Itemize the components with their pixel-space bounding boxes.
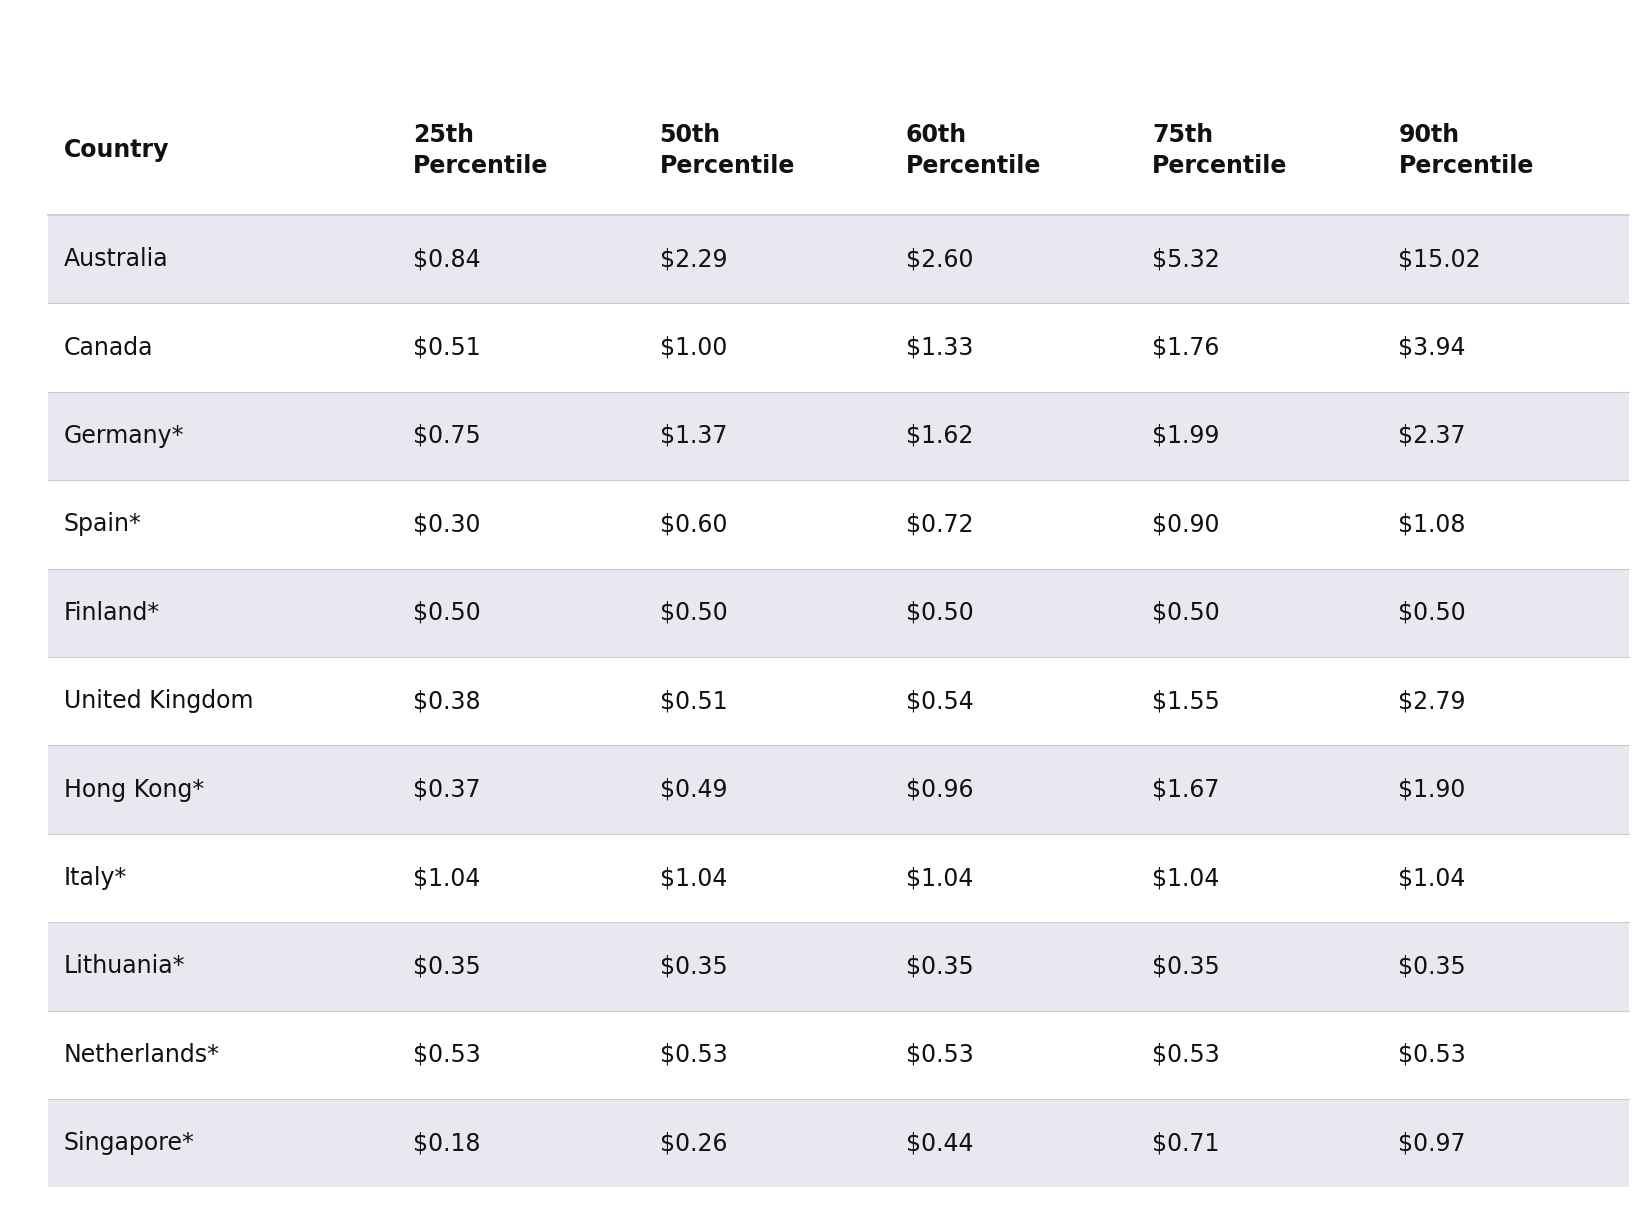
Text: $2.60: $2.60 — [905, 247, 972, 271]
Text: $1.00: $1.00 — [659, 335, 726, 360]
Text: $3.94: $3.94 — [1398, 335, 1465, 360]
Text: Country: Country — [64, 139, 169, 162]
Text: $1.08: $1.08 — [1398, 512, 1465, 537]
Text: $1.76: $1.76 — [1152, 335, 1219, 360]
Text: $0.35: $0.35 — [1398, 954, 1465, 979]
Text: $0.97: $0.97 — [1398, 1131, 1465, 1156]
Text: $1.67: $1.67 — [1152, 777, 1219, 802]
Text: $0.44: $0.44 — [905, 1131, 972, 1156]
Text: $1.04: $1.04 — [659, 866, 726, 890]
Text: $0.53: $0.53 — [905, 1043, 974, 1067]
Text: $2.79: $2.79 — [1398, 689, 1465, 713]
Text: Singapore*: Singapore* — [64, 1131, 195, 1156]
Text: Finland*: Finland* — [64, 600, 159, 625]
Text: $0.90: $0.90 — [1152, 512, 1219, 537]
Text: $1.33: $1.33 — [905, 335, 972, 360]
Text: Italy*: Italy* — [64, 866, 126, 890]
Text: $1.04: $1.04 — [1152, 866, 1219, 890]
Text: $0.53: $0.53 — [1152, 1043, 1219, 1067]
Text: $0.84: $0.84 — [413, 247, 480, 271]
Text: $0.50: $0.50 — [905, 600, 974, 625]
Text: $1.37: $1.37 — [659, 424, 726, 448]
Text: $0.72: $0.72 — [905, 512, 972, 537]
Text: $2.29: $2.29 — [659, 247, 726, 271]
Text: $0.75: $0.75 — [413, 424, 480, 448]
Text: $0.54: $0.54 — [905, 689, 974, 713]
Text: $1.04: $1.04 — [1398, 866, 1465, 890]
Text: 50th
Percentile: 50th Percentile — [659, 123, 795, 178]
Text: $0.18: $0.18 — [413, 1131, 480, 1156]
Text: $5.32: $5.32 — [1152, 247, 1219, 271]
Text: $1.55: $1.55 — [1152, 689, 1219, 713]
Bar — [48, 745, 1628, 834]
Bar — [48, 215, 1628, 303]
Text: $0.53: $0.53 — [1398, 1043, 1465, 1067]
Text: 25th
Percentile: 25th Percentile — [413, 123, 547, 178]
Text: 60th
Percentile: 60th Percentile — [905, 123, 1041, 178]
Text: Netherlands*: Netherlands* — [64, 1043, 220, 1067]
Text: $15.02: $15.02 — [1398, 247, 1480, 271]
Text: $0.50: $0.50 — [1152, 600, 1219, 625]
Text: $0.51: $0.51 — [413, 335, 480, 360]
Text: $0.35: $0.35 — [413, 954, 480, 979]
Text: Lithuania*: Lithuania* — [64, 954, 185, 979]
Text: 90th
Percentile: 90th Percentile — [1398, 123, 1532, 178]
Bar — [48, 569, 1628, 657]
Text: $0.37: $0.37 — [413, 777, 480, 802]
FancyBboxPatch shape — [25, 55, 1639, 1218]
Text: United Kingdom: United Kingdom — [64, 689, 252, 713]
Text: $0.60: $0.60 — [659, 512, 726, 537]
Text: Canada: Canada — [64, 335, 152, 360]
Text: $0.51: $0.51 — [659, 689, 726, 713]
Text: $0.35: $0.35 — [905, 954, 974, 979]
Text: Germany*: Germany* — [64, 424, 184, 448]
Text: $0.26: $0.26 — [659, 1131, 726, 1156]
Text: $0.35: $0.35 — [1152, 954, 1219, 979]
Text: $0.53: $0.53 — [659, 1043, 726, 1067]
Text: $1.99: $1.99 — [1152, 424, 1219, 448]
Text: $0.35: $0.35 — [659, 954, 726, 979]
Text: Australia: Australia — [64, 247, 169, 271]
Text: $0.96: $0.96 — [905, 777, 972, 802]
Text: $0.50: $0.50 — [659, 600, 726, 625]
Text: $0.30: $0.30 — [413, 512, 480, 537]
Text: $2.37: $2.37 — [1398, 424, 1465, 448]
Text: $1.90: $1.90 — [1398, 777, 1465, 802]
Text: $0.38: $0.38 — [413, 689, 480, 713]
Text: $1.04: $1.04 — [905, 866, 972, 890]
Bar — [48, 392, 1628, 480]
Text: $0.49: $0.49 — [659, 777, 726, 802]
Bar — [48, 922, 1628, 1011]
Text: Spain*: Spain* — [64, 512, 141, 537]
Text: $1.04: $1.04 — [413, 866, 480, 890]
Bar — [48, 1099, 1628, 1187]
Text: $0.71: $0.71 — [1152, 1131, 1219, 1156]
Text: Hong Kong*: Hong Kong* — [64, 777, 203, 802]
Text: $1.62: $1.62 — [905, 424, 972, 448]
Text: $0.53: $0.53 — [413, 1043, 480, 1067]
Text: $0.50: $0.50 — [413, 600, 480, 625]
Text: $0.50: $0.50 — [1398, 600, 1465, 625]
Text: 75th
Percentile: 75th Percentile — [1152, 123, 1287, 178]
